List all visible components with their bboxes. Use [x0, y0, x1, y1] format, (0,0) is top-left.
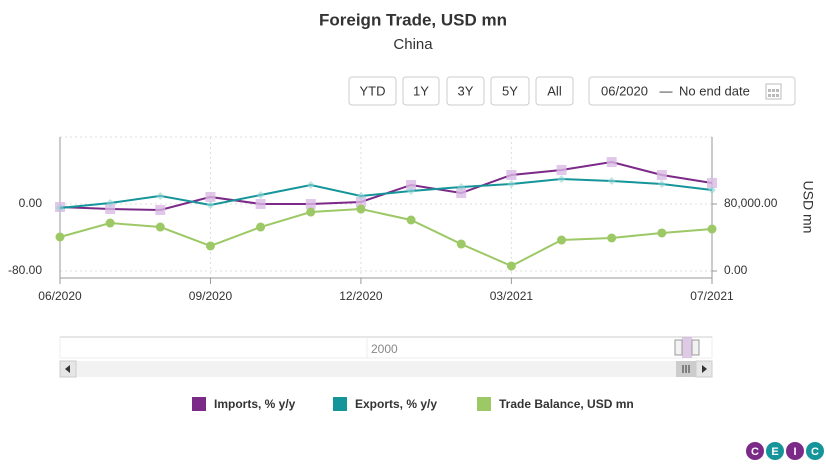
chart-subtitle: China: [393, 36, 433, 53]
marker: [707, 224, 717, 234]
legend-swatch[interactable]: [192, 397, 206, 411]
logo-circle: [766, 442, 784, 460]
range-button[interactable]: [402, 76, 440, 106]
legend-swatch[interactable]: [477, 397, 491, 411]
logo-circle: [746, 442, 764, 460]
logo-letter: C: [751, 446, 759, 458]
range-button[interactable]: [535, 76, 574, 106]
logo-circle: [786, 442, 804, 460]
navigator-handle[interactable]: [674, 339, 683, 356]
marker: [205, 191, 216, 202]
x-tick-label: 12/2020: [339, 289, 383, 303]
legend-label[interactable]: Imports, % y/y: [214, 397, 296, 411]
marker: [156, 191, 165, 200]
range-button-label[interactable]: 5Y: [502, 83, 518, 98]
date-from[interactable]: 06/2020: [601, 83, 648, 98]
marker: [255, 198, 266, 209]
marker: [657, 228, 667, 238]
range-button[interactable]: [490, 76, 530, 106]
marker: [506, 170, 517, 181]
logo-circle: [806, 442, 824, 460]
legend-label[interactable]: Exports, % y/y: [355, 397, 437, 411]
marker: [55, 232, 65, 242]
series-line: [59, 161, 713, 212]
date-to[interactable]: No end date: [679, 83, 750, 98]
marker: [506, 261, 516, 271]
marker: [607, 233, 617, 243]
y2-axis-title: USD mn: [800, 181, 816, 234]
marker: [105, 218, 115, 228]
chart-title: Foreign Trade, USD mn: [319, 10, 507, 29]
marker: [707, 177, 717, 188]
marker: [606, 157, 617, 168]
marker: [456, 239, 466, 249]
x-tick-label: 09/2020: [189, 289, 233, 303]
marker: [356, 204, 366, 214]
navigator: 2000: [59, 336, 713, 378]
range-button[interactable]: [348, 76, 397, 106]
range-button-label[interactable]: 1Y: [413, 83, 429, 98]
marker: [256, 222, 266, 232]
marker: [206, 200, 215, 209]
range-button-label[interactable]: YTD: [360, 83, 386, 98]
series-line: [59, 208, 713, 268]
y2-tick-label: 0.00: [724, 263, 748, 277]
marker: [708, 186, 716, 195]
logo-letter: E: [771, 446, 778, 458]
marker: [657, 179, 666, 188]
marker: [155, 222, 165, 232]
marker: [406, 179, 417, 190]
marker: [456, 188, 467, 199]
date-range[interactable]: 06/2020 — No end date: [588, 76, 796, 106]
logo-letter: I: [793, 446, 796, 458]
marker: [507, 179, 516, 188]
marker: [557, 174, 566, 183]
marker: [355, 196, 366, 207]
marker: [356, 191, 365, 200]
legend-swatch[interactable]: [333, 397, 347, 411]
marker: [305, 198, 316, 209]
x-tick-label: 07/2021: [690, 289, 734, 303]
date-separator: —: [660, 83, 673, 98]
y-tick-label: -80.00: [8, 263, 42, 277]
y2-tick-label: 80,000.00: [724, 196, 778, 210]
marker: [56, 204, 64, 213]
range-button[interactable]: [446, 76, 485, 106]
plot-area: -80.00 0.00 0.00 80,000.00 USD mn 06/2020 09/2…: [8, 136, 816, 303]
calendar-icon[interactable]: [765, 83, 782, 100]
marker: [155, 205, 166, 216]
marker: [205, 241, 215, 251]
x-tick-label: 03/2021: [490, 289, 534, 303]
marker: [407, 187, 416, 196]
marker: [105, 204, 116, 215]
marker: [406, 215, 416, 225]
marker: [306, 180, 315, 189]
legend-label[interactable]: Trade Balance, USD mn: [499, 397, 634, 411]
range-button-label[interactable]: All: [547, 83, 562, 98]
marker: [457, 182, 466, 191]
navigator-label: 2000: [371, 342, 398, 356]
marker: [256, 191, 265, 200]
marker: [106, 198, 115, 207]
marker: [557, 235, 567, 245]
series-line: [59, 177, 713, 209]
marker: [656, 170, 667, 181]
range-button-label[interactable]: 3Y: [458, 83, 474, 98]
marker: [607, 176, 616, 185]
date-box[interactable]: [588, 76, 796, 106]
logo-letter: C: [811, 446, 819, 458]
scrollbar[interactable]: [60, 361, 712, 377]
navigator-handle[interactable]: [691, 339, 700, 356]
marker: [306, 207, 316, 217]
marker: [556, 164, 567, 175]
x-tick-label: 06/2020: [38, 289, 82, 303]
y-tick-label: 0.00: [19, 196, 43, 210]
